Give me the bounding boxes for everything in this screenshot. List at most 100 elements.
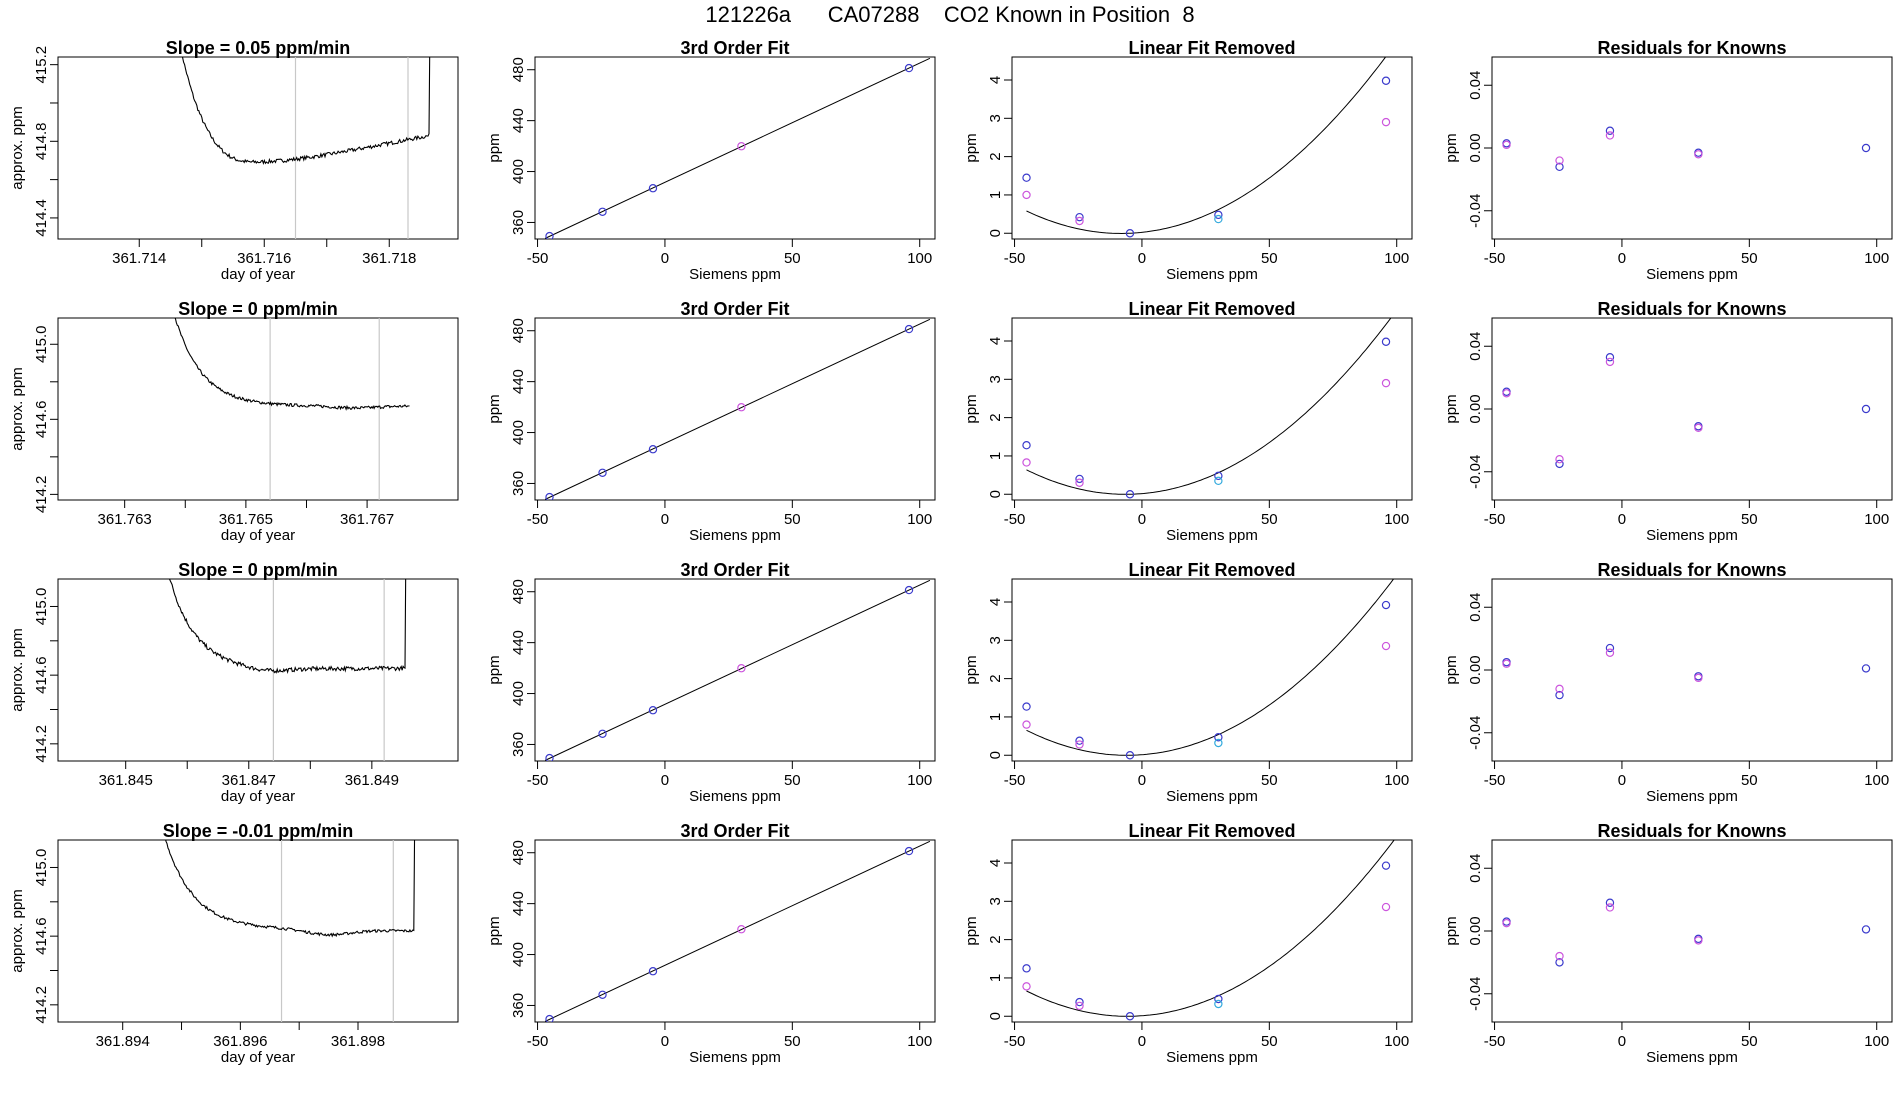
x-tick-label: 50 bbox=[1261, 250, 1278, 267]
data-point bbox=[1381, 600, 1391, 610]
x-tick-label: 100 bbox=[1384, 1033, 1409, 1050]
y-tick-label: 480 bbox=[510, 57, 527, 82]
y-tick-label: -0.04 bbox=[1467, 455, 1484, 489]
x-tick-label: 361.849 bbox=[345, 772, 399, 789]
y-tick-label: 360 bbox=[510, 993, 527, 1018]
panel-title: Slope = 0 ppm/min bbox=[178, 299, 338, 319]
fit-line bbox=[544, 318, 931, 500]
panel-1-3: Residuals for Knowns -50 0 50 100 Siemens ppm… bbox=[1443, 299, 1893, 544]
data-point bbox=[904, 63, 914, 73]
y-tick-label: 3 bbox=[987, 636, 1004, 644]
y-tick-label: 0.04 bbox=[1467, 593, 1484, 622]
x-tick-label: 0 bbox=[1618, 250, 1626, 267]
y-tick-label: 4 bbox=[987, 859, 1004, 867]
data-point bbox=[1022, 190, 1031, 200]
y-tick-label: 440 bbox=[510, 108, 527, 133]
plot-frame bbox=[1011, 839, 1413, 1023]
y-tick-label: 1 bbox=[987, 452, 1004, 460]
data-point bbox=[904, 585, 914, 595]
x-axis-label: Siemens ppm bbox=[1646, 266, 1738, 283]
data-point bbox=[1605, 126, 1615, 135]
data-point bbox=[1694, 423, 1703, 433]
data-point bbox=[1214, 994, 1223, 1004]
fit-line bbox=[544, 57, 931, 239]
panel-title: Linear Fit Removed bbox=[1128, 560, 1295, 580]
plot-area bbox=[1022, 57, 1391, 238]
y-tick-label: 2 bbox=[987, 413, 1004, 421]
panel-3-1: 3rd Order Fit -50 0 50 100 Siemens ppm 360 400 4… bbox=[486, 821, 936, 1066]
x-axis-label: Siemens ppm bbox=[1166, 527, 1258, 544]
y-tick-label: 415.2 bbox=[33, 46, 50, 84]
y-axis-label: approx. ppm bbox=[9, 367, 26, 450]
y-axis-label: ppm bbox=[963, 916, 980, 945]
y-tick-label: 3 bbox=[987, 897, 1004, 905]
x-tick-label: 50 bbox=[784, 772, 801, 789]
x-tick-label: 50 bbox=[1741, 772, 1758, 789]
plot-area bbox=[1502, 643, 1871, 700]
plot-frame bbox=[1011, 317, 1413, 501]
y-tick-label: 400 bbox=[510, 159, 527, 184]
data-point bbox=[1214, 476, 1223, 486]
data-point bbox=[1214, 471, 1223, 481]
y-axis-label: ppm bbox=[1443, 133, 1460, 162]
x-tick-label: 361.714 bbox=[112, 250, 166, 267]
y-axis-label: ppm bbox=[486, 916, 503, 945]
plot-area bbox=[174, 318, 410, 500]
panel-title: Slope = 0 ppm/min bbox=[178, 560, 338, 580]
data-point bbox=[545, 753, 554, 761]
data-point bbox=[1694, 936, 1703, 945]
y-tick-label: 0.04 bbox=[1467, 854, 1484, 883]
data-point bbox=[1502, 918, 1511, 928]
data-point bbox=[1605, 131, 1615, 140]
panel-0-2: Linear Fit Removed -50 0 50 100 Siemens ppm 0 1… bbox=[963, 38, 1413, 283]
x-tick-label: 361.718 bbox=[362, 250, 416, 267]
x-tick-label: -50 bbox=[1004, 250, 1026, 267]
x-tick-label: 100 bbox=[1864, 250, 1889, 267]
y-axis-label: ppm bbox=[1443, 394, 1460, 423]
y-tick-label: 414.2 bbox=[33, 986, 50, 1024]
data-point bbox=[1381, 861, 1391, 870]
plot-frame bbox=[534, 578, 936, 762]
x-tick-label: 100 bbox=[1384, 250, 1409, 267]
data-point bbox=[737, 664, 746, 673]
data-point bbox=[1075, 1001, 1084, 1011]
y-tick-label: 414.4 bbox=[33, 199, 50, 237]
panel-title: Residuals for Knowns bbox=[1597, 821, 1786, 841]
plot-area bbox=[181, 57, 431, 239]
y-tick-label: 0.00 bbox=[1467, 133, 1484, 162]
y-tick-label: 480 bbox=[510, 318, 527, 343]
data-point bbox=[1022, 702, 1031, 711]
data-point bbox=[1555, 455, 1564, 464]
concentration-trace bbox=[174, 318, 410, 411]
data-point bbox=[1694, 150, 1703, 159]
data-point bbox=[1022, 720, 1031, 729]
data-point bbox=[1605, 898, 1615, 907]
y-tick-label: 440 bbox=[510, 630, 527, 655]
panel-title: Linear Fit Removed bbox=[1128, 821, 1295, 841]
y-tick-label: 0.00 bbox=[1467, 655, 1484, 684]
data-point bbox=[1075, 997, 1084, 1007]
y-tick-label: 480 bbox=[510, 840, 527, 865]
panel-3-3: Residuals for Knowns -50 0 50 100 Siemens ppm… bbox=[1443, 821, 1893, 1066]
plot-area bbox=[544, 579, 931, 761]
plot-frame bbox=[534, 317, 936, 501]
x-tick-label: 100 bbox=[1384, 772, 1409, 789]
plot-frame bbox=[57, 317, 459, 501]
x-tick-label: -50 bbox=[1004, 511, 1026, 528]
y-axis-label: ppm bbox=[963, 133, 980, 162]
x-tick-label: 100 bbox=[1864, 1033, 1889, 1050]
data-point bbox=[598, 468, 607, 477]
y-tick-label: 1 bbox=[987, 713, 1004, 721]
panel-1-1: 3rd Order Fit -50 0 50 100 Siemens ppm 360 400 4… bbox=[486, 299, 936, 544]
data-point bbox=[598, 990, 607, 999]
plot-frame bbox=[1491, 56, 1893, 240]
plot-frame bbox=[1491, 317, 1893, 501]
data-point bbox=[545, 1014, 554, 1022]
data-point bbox=[1502, 659, 1511, 668]
panel-title: Residuals for Knowns bbox=[1597, 560, 1786, 580]
y-tick-label: 400 bbox=[510, 420, 527, 445]
data-point bbox=[1125, 490, 1135, 499]
y-tick-label: 415.0 bbox=[33, 849, 50, 887]
plot-area bbox=[544, 840, 931, 1022]
data-point bbox=[1125, 751, 1135, 760]
